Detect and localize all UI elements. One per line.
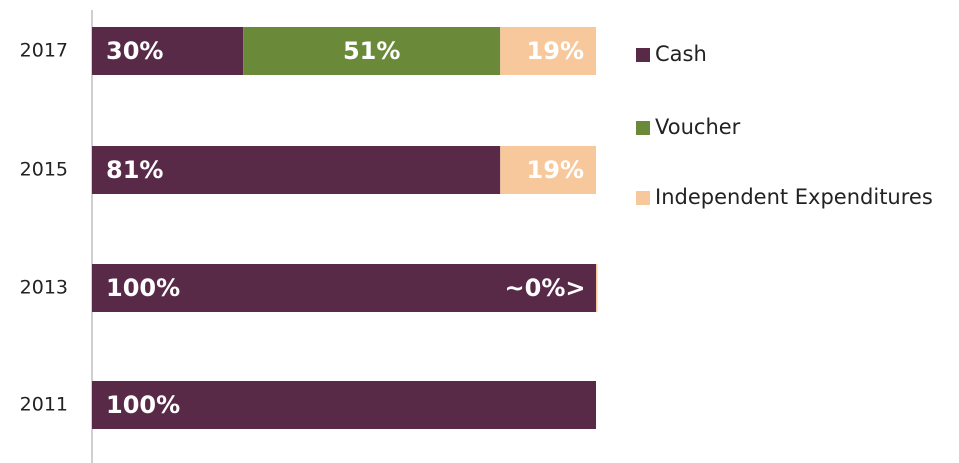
bar-segment [92,264,596,312]
bar-segment [243,27,501,75]
bar-segment [92,146,501,194]
y-tick-label: 2013 [20,277,68,299]
bar-segment [92,27,244,75]
bar-segment [500,146,596,194]
legend-swatch [636,48,650,62]
y-tick-label: 2017 [20,40,68,62]
legend-swatch [636,121,650,135]
bar-segment [596,264,598,312]
bar-segment [92,381,596,429]
legend-swatch [636,191,650,205]
data-label: ~0%> [505,274,586,302]
data-label: 51% [343,37,400,65]
y-tick-label: 2011 [20,394,68,416]
data-label: 19% [527,156,584,184]
data-label: 100% [106,274,180,302]
data-label: 30% [106,37,163,65]
legend-label: Voucher [655,115,741,139]
data-label: 19% [527,37,584,65]
data-label: 100% [106,391,180,419]
legend-label: Independent Expenditures [655,185,933,209]
y-tick-label: 2015 [20,159,68,181]
data-label: 81% [106,156,163,184]
bar-segment [500,27,596,75]
legend-label: Cash [655,42,707,66]
